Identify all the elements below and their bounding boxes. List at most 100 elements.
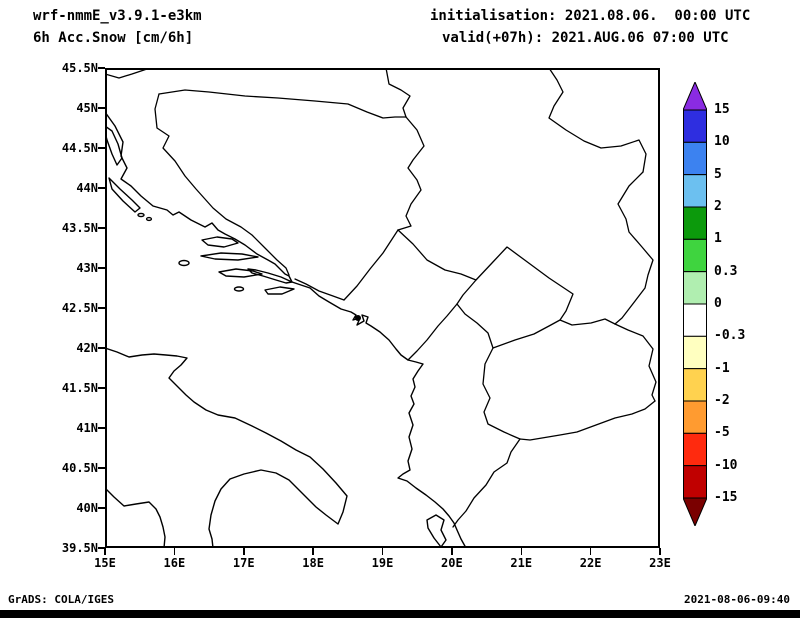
y-tick-label: 43.5N xyxy=(61,221,98,235)
x-tick-mark xyxy=(381,548,384,555)
colorbar-level-label: 0 xyxy=(714,296,722,311)
colorbar-arrow-down xyxy=(683,497,707,526)
colorbar-level-label: 0.3 xyxy=(714,263,738,279)
x-tick-mark xyxy=(659,548,661,555)
border-serbia-macedonia xyxy=(559,318,616,326)
colorbar-level-label: 2 xyxy=(714,199,722,214)
x-tick-label: 15E xyxy=(94,556,116,570)
y-tick-label: 41N xyxy=(76,421,98,435)
colorbar-segment xyxy=(683,141,707,176)
colorbar-level-label: -5 xyxy=(714,425,730,441)
border-croatia-bosnia-west xyxy=(154,93,290,276)
colorbar-segment xyxy=(683,238,707,273)
coastline-italy-adriatic xyxy=(104,347,348,549)
island-dugi-otok xyxy=(108,177,141,213)
y-tick-mark xyxy=(98,227,105,229)
x-tick-label: 17E xyxy=(232,556,255,570)
colorbar-level-label: -10 xyxy=(714,457,738,473)
border-croatia-bosnia-south xyxy=(294,278,345,301)
border-albania-greece xyxy=(452,438,521,528)
y-tick-label: 44.5N xyxy=(61,141,98,155)
grads-credit: GrADS: COLA/IGES xyxy=(8,593,114,606)
map-plot-area xyxy=(104,67,660,549)
y-tick-label: 43N xyxy=(76,261,98,275)
island-kornati xyxy=(137,212,145,218)
y-tick-mark xyxy=(98,507,105,509)
colorbar-level-label: 15 xyxy=(714,102,730,117)
colorbar-level-label: 1 xyxy=(714,231,722,247)
y-tick-label: 44N xyxy=(76,181,98,195)
colorbar-level-label: 5 xyxy=(714,166,722,182)
y-tick-label: 40N xyxy=(76,501,98,515)
x-tick-mark xyxy=(243,548,245,555)
colorbar-level-label: 10 xyxy=(714,134,730,150)
y-tick-label: 45.5N xyxy=(61,61,98,75)
y-tick-mark xyxy=(98,387,105,389)
border-croatia-serbia xyxy=(385,67,411,118)
y-tick-mark xyxy=(98,307,105,309)
variable-title: 6h Acc.Snow [cm/6h] xyxy=(33,30,194,46)
plot-frame xyxy=(105,68,660,548)
coastlines xyxy=(104,111,467,549)
y-tick-mark xyxy=(98,67,105,69)
colorbar-segment xyxy=(683,303,707,337)
colorbar-segment xyxy=(683,174,707,208)
border-serbia-bulgaria xyxy=(614,171,654,325)
y-tick-mark xyxy=(98,347,105,349)
model-title: wrf-nmmE_v3.9.1-e3km xyxy=(33,8,202,24)
border-kosovo xyxy=(456,246,574,349)
x-tick-label: 20E xyxy=(441,556,463,570)
island-mljet xyxy=(264,286,295,295)
y-tick-label: 41.5N xyxy=(61,381,98,395)
colorbar-segment xyxy=(683,335,707,370)
y-tick-mark xyxy=(98,547,105,549)
bottom-black-bar xyxy=(0,610,800,618)
x-tick-label: 16E xyxy=(163,556,186,570)
island-corfu xyxy=(426,514,447,548)
map-svg xyxy=(104,67,660,549)
colorbar-segment xyxy=(683,206,707,240)
colorbar-segment xyxy=(683,271,707,305)
y-tick-mark xyxy=(98,187,105,189)
init-time-label: initialisation: 2021.08.06. 00:00 UTC xyxy=(430,8,751,24)
kotor-bay-mark xyxy=(355,315,361,321)
x-tick-mark xyxy=(173,548,176,555)
colorbar-level-label: -1 xyxy=(714,360,730,376)
island-pag xyxy=(104,125,123,166)
border-serbia-romania xyxy=(548,67,647,173)
x-tick-label: 18E xyxy=(302,556,324,570)
y-tick-label: 45N xyxy=(76,101,98,115)
y-tick-mark xyxy=(98,467,105,469)
colorbar-svg xyxy=(683,82,707,526)
island-korcula xyxy=(218,268,263,278)
colorbar-segment xyxy=(683,109,707,143)
y-tick-mark xyxy=(98,427,105,429)
border-bosnia-montenegro xyxy=(343,229,399,301)
island-kornati-2 xyxy=(145,216,153,222)
border-montenegro-serbia xyxy=(397,229,477,281)
coastline-italy-tyrrhenian xyxy=(104,487,166,549)
y-tick-mark xyxy=(98,267,105,269)
y-tick-label: 42N xyxy=(76,341,98,355)
render-timestamp: 2021-08-06-09:40 xyxy=(684,593,790,606)
x-tick-mark xyxy=(451,548,453,555)
colorbar-segment xyxy=(683,432,707,467)
y-tick-mark xyxy=(98,107,105,109)
border-macedonia-bulgaria xyxy=(614,323,657,402)
x-tick-mark xyxy=(520,548,522,555)
colorbar-level-label: -15 xyxy=(714,490,738,505)
y-tick-label: 39.5N xyxy=(61,541,98,555)
border-croatia-bosnia-north-sava xyxy=(158,89,407,119)
colorbar-segment xyxy=(683,465,707,499)
border-macedonia-greece xyxy=(519,400,656,441)
x-tick-label: 21E xyxy=(510,556,533,570)
border-montenegro-albania xyxy=(407,303,458,361)
island-hvar xyxy=(200,252,259,261)
x-tick-mark xyxy=(589,548,592,555)
island-brac xyxy=(201,236,239,248)
x-tick-label: 22E xyxy=(579,556,602,570)
island-vis xyxy=(178,259,190,267)
colorbar-level-label: -0.3 xyxy=(714,328,746,344)
island-lastovo xyxy=(233,286,245,292)
